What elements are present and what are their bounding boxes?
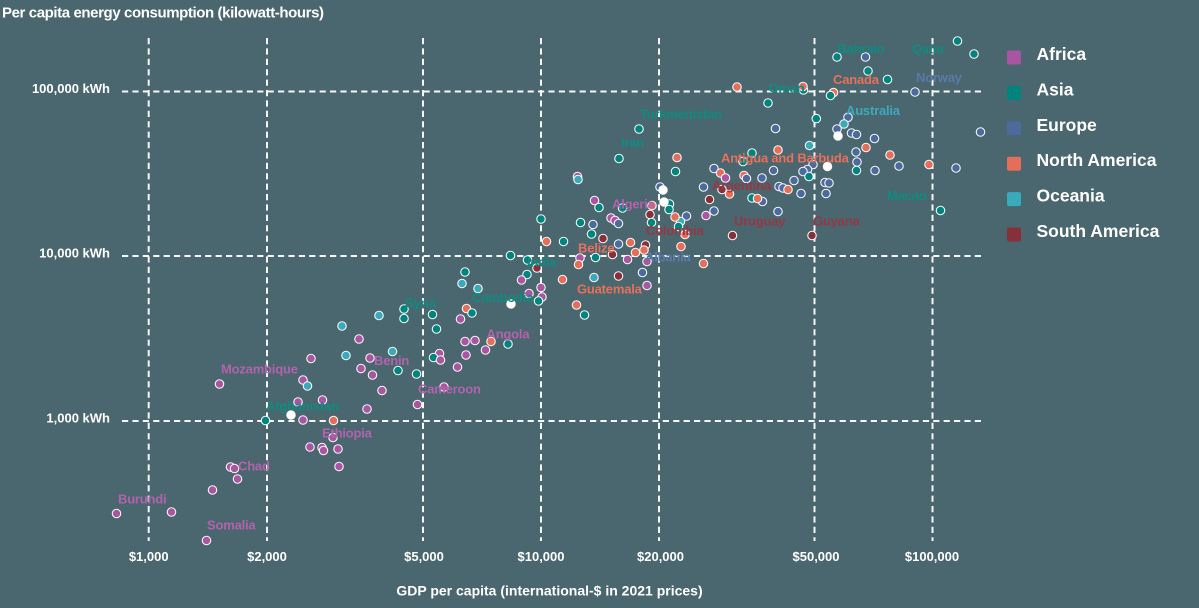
svg-text:GDP per capita (international-: GDP per capita (international-$ in 2021 … — [396, 583, 702, 599]
svg-text:Oceania: Oceania — [1037, 186, 1105, 206]
svg-text:Guyana: Guyana — [813, 214, 860, 229]
svg-text:Bahrain: Bahrain — [838, 41, 885, 56]
svg-text:$10,000: $10,000 — [518, 549, 565, 564]
svg-text:Argentina: Argentina — [712, 178, 772, 193]
svg-text:Turkmenistan: Turkmenistan — [640, 107, 722, 122]
svg-text:Cambodia: Cambodia — [472, 290, 534, 305]
svg-text:Algeria: Algeria — [612, 197, 656, 212]
svg-text:10,000 kWh: 10,000 kWh — [39, 246, 110, 261]
svg-text:Cameroon: Cameroon — [418, 382, 481, 397]
svg-text:$1,000: $1,000 — [129, 549, 169, 564]
svg-text:$20,000: $20,000 — [637, 549, 684, 564]
svg-text:South America: South America — [1037, 221, 1160, 241]
svg-text:Europe: Europe — [1037, 115, 1098, 135]
svg-text:Australia: Australia — [846, 103, 901, 118]
svg-text:1,000 kWh: 1,000 kWh — [46, 411, 110, 426]
svg-text:Antigua and Barbuda: Antigua and Barbuda — [721, 151, 850, 166]
svg-text:Norway: Norway — [916, 70, 963, 85]
svg-text:Guatemala: Guatemala — [577, 282, 643, 297]
svg-text:$5,000: $5,000 — [404, 549, 444, 564]
svg-text:Benin: Benin — [374, 353, 409, 368]
svg-text:Colombia: Colombia — [646, 223, 705, 238]
svg-text:Albania: Albania — [645, 250, 692, 265]
svg-text:Per capita energy consumption: Per capita energy consumption (kilowatt-… — [2, 5, 324, 22]
svg-text:North America: North America — [1037, 150, 1157, 170]
svg-text:Iran: Iran — [621, 135, 644, 150]
svg-text:Asia: Asia — [1037, 79, 1074, 99]
svg-text:Ethiopia: Ethiopia — [322, 426, 373, 441]
svg-text:Canada: Canada — [833, 72, 880, 87]
svg-text:Belize: Belize — [578, 241, 614, 256]
svg-text:Afghanistan: Afghanistan — [266, 399, 339, 414]
svg-text:Syria: Syria — [405, 296, 437, 311]
svg-text:$50,000: $50,000 — [793, 549, 840, 564]
svg-text:Somalia: Somalia — [207, 518, 256, 533]
svg-text:Oman: Oman — [769, 81, 805, 96]
svg-text:100,000 kWh: 100,000 kWh — [32, 81, 110, 96]
svg-text:$2,000: $2,000 — [247, 549, 287, 564]
svg-text:Macao: Macao — [887, 188, 927, 203]
svg-text:Burundi: Burundi — [118, 492, 166, 507]
svg-text:Angola: Angola — [487, 327, 531, 342]
svg-text:Uruguay: Uruguay — [734, 214, 786, 229]
svg-text:India: India — [527, 255, 557, 270]
svg-text:Qatar: Qatar — [912, 42, 945, 57]
svg-text:Chad: Chad — [238, 459, 270, 474]
svg-text:Mozambique: Mozambique — [221, 362, 298, 377]
svg-text:$100,000: $100,000 — [905, 549, 959, 564]
svg-text:Africa: Africa — [1037, 44, 1087, 64]
